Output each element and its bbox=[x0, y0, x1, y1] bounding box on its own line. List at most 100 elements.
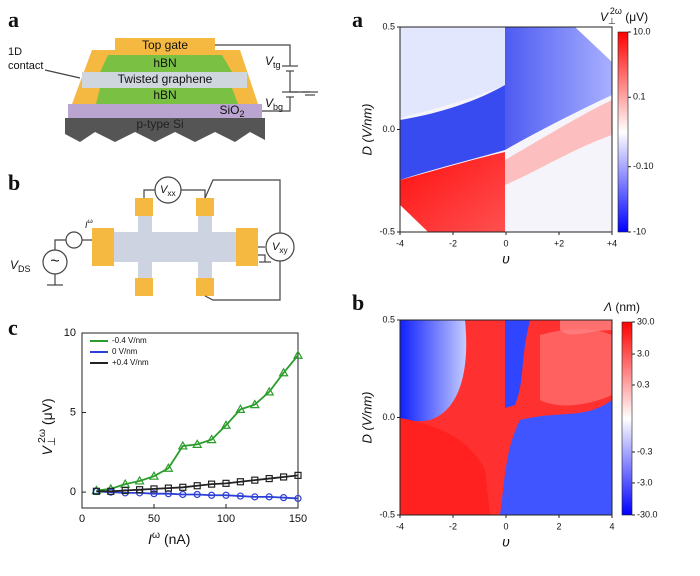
marker bbox=[265, 474, 273, 483]
marker bbox=[107, 487, 115, 495]
label-unit: (μV) bbox=[39, 398, 55, 429]
panel-label: a bbox=[352, 7, 363, 32]
colorbar-tick-label: -10 bbox=[633, 226, 646, 236]
panel-label: a bbox=[8, 7, 19, 32]
y-tick-label: 0 bbox=[70, 486, 76, 498]
series-line bbox=[96, 474, 299, 493]
x-tick-label: 0 bbox=[79, 513, 85, 525]
label-sub: xy bbox=[279, 246, 288, 255]
x-tick-label: +2 bbox=[554, 238, 564, 248]
ac-symbol: ~ bbox=[50, 253, 59, 270]
colorbar-tick-label: 3.0 bbox=[637, 348, 650, 358]
marker bbox=[222, 479, 230, 487]
label-sub: ⊥ bbox=[608, 16, 616, 26]
label-sub: DS bbox=[18, 264, 31, 274]
marker bbox=[294, 471, 302, 479]
x-tick-label: 150 bbox=[289, 513, 307, 525]
layer-label: hBN bbox=[153, 56, 176, 70]
series-line bbox=[96, 354, 299, 492]
label-sub: ⊥ bbox=[46, 437, 58, 446]
marker bbox=[220, 420, 232, 429]
x-tick-label: -4 bbox=[396, 521, 404, 531]
label-main: V bbox=[39, 445, 55, 456]
x-tick-label: +4 bbox=[607, 238, 617, 248]
x-tick-label: 50 bbox=[148, 513, 160, 525]
marker bbox=[179, 483, 187, 491]
marker bbox=[235, 404, 246, 413]
label: Vxy bbox=[272, 241, 288, 255]
label-sup: 2ω bbox=[610, 6, 622, 16]
heatmap-image bbox=[400, 320, 612, 515]
layer-label: Top gate bbox=[142, 38, 188, 52]
label: Vtg bbox=[265, 54, 281, 70]
colorbar bbox=[621, 321, 633, 516]
layer-sub: 2 bbox=[240, 109, 245, 119]
marker bbox=[236, 492, 244, 500]
marker bbox=[193, 490, 201, 499]
marker bbox=[91, 485, 102, 495]
label-main: V bbox=[600, 10, 609, 24]
marker bbox=[208, 480, 216, 488]
label-sub: tg bbox=[273, 60, 281, 70]
x-tick-label: 2 bbox=[556, 521, 561, 531]
marker bbox=[222, 491, 230, 499]
colorbar-tick-label: 30.0 bbox=[637, 316, 655, 326]
colorbar-tick-label: 0.3 bbox=[637, 379, 650, 389]
contact-label: 1D bbox=[8, 46, 22, 58]
y-axis-label: D (V/nm) bbox=[359, 104, 374, 156]
marker bbox=[179, 490, 187, 499]
marker bbox=[265, 493, 273, 501]
label-main: V bbox=[160, 184, 169, 196]
y-axis-label: D (V/nm) bbox=[359, 392, 374, 444]
label-main: I bbox=[85, 220, 88, 230]
marker bbox=[206, 434, 217, 444]
marker bbox=[134, 475, 145, 485]
x-tick-label: 0 bbox=[503, 521, 508, 531]
marker bbox=[249, 399, 260, 409]
marker bbox=[192, 439, 203, 448]
layer-label: SiO2 bbox=[219, 103, 244, 119]
label-unit: (nm) bbox=[612, 300, 640, 314]
label-main: V bbox=[265, 54, 274, 68]
y-tick-label: -0.5 bbox=[379, 226, 395, 236]
marker bbox=[292, 350, 304, 359]
label-sup: ω bbox=[88, 218, 93, 225]
marker bbox=[236, 478, 244, 486]
device-schematic bbox=[44, 38, 318, 142]
label-main: I bbox=[148, 531, 152, 547]
marker bbox=[264, 386, 275, 396]
label-unit: (μV) bbox=[622, 10, 648, 24]
label-unit: (nA) bbox=[160, 531, 190, 547]
colorbar bbox=[617, 31, 629, 233]
marker bbox=[121, 486, 129, 495]
contact-label: contact bbox=[8, 60, 43, 72]
label-sup: ω bbox=[152, 529, 160, 541]
y-tick-label: 0.0 bbox=[382, 124, 395, 134]
x-tick-label: -2 bbox=[449, 521, 457, 531]
panel-label: b bbox=[8, 170, 20, 195]
heatmap-image bbox=[400, 27, 612, 232]
marker bbox=[193, 482, 201, 490]
marker bbox=[148, 470, 160, 480]
panel-label: c bbox=[8, 315, 18, 340]
y-tick-label: 0.5 bbox=[382, 314, 395, 324]
x-tick-label: 4 bbox=[609, 521, 614, 531]
panel-label: b bbox=[352, 290, 364, 315]
label-sub: xx bbox=[167, 189, 176, 198]
marker bbox=[150, 490, 158, 498]
label-main: V bbox=[265, 96, 274, 110]
label: Iω (nA) bbox=[148, 529, 190, 547]
x-axis-label: υ bbox=[502, 251, 510, 267]
marker bbox=[136, 486, 144, 494]
colorbar-tick-label: -0.10 bbox=[633, 161, 654, 171]
y-tick-label: 10 bbox=[64, 327, 76, 339]
marker bbox=[294, 494, 302, 503]
y-tick-label: 0.0 bbox=[382, 412, 395, 422]
marker bbox=[163, 463, 174, 472]
colorbar-tick-label: -0.3 bbox=[637, 446, 653, 456]
x-axis-label: υ bbox=[502, 534, 510, 550]
label-main: V bbox=[10, 258, 19, 272]
legend-label: -0.4 V/nm bbox=[112, 336, 147, 345]
colorbar-tick-label: 0.1 bbox=[633, 92, 646, 102]
y-tick-label: -0.5 bbox=[379, 509, 395, 519]
